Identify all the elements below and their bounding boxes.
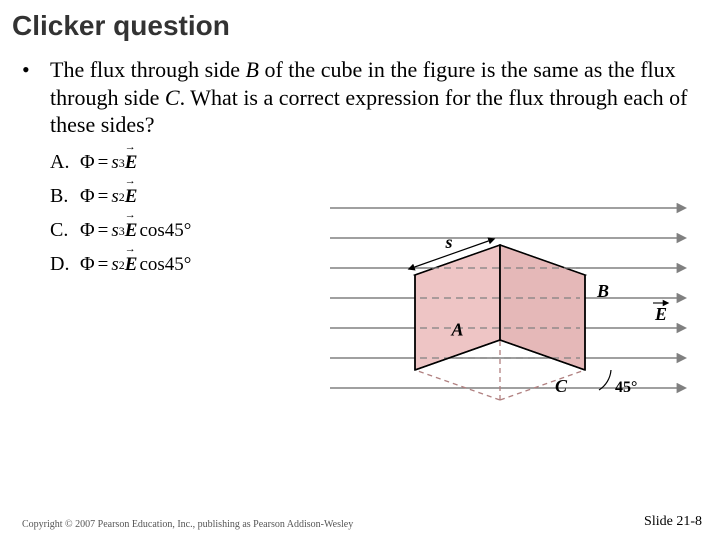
question-row: • The flux through side B of the cube in… bbox=[22, 56, 698, 139]
svg-text:s: s bbox=[445, 232, 453, 252]
option-label: B. bbox=[50, 185, 80, 208]
slide-number: Slide 21-8 bbox=[644, 514, 702, 530]
option-label: C. bbox=[50, 219, 80, 242]
copyright-text: Copyright © 2007 Pearson Education, Inc.… bbox=[22, 519, 353, 530]
svg-text:B: B bbox=[596, 281, 609, 301]
option-row: A.Φ=s3E bbox=[50, 149, 698, 177]
option-formula: Φ=s2E bbox=[80, 185, 139, 208]
svg-text:45°: 45° bbox=[615, 379, 637, 396]
option-label: D. bbox=[50, 253, 80, 276]
option-formula: Φ=s3Ecos45° bbox=[80, 219, 191, 242]
svg-text:E: E bbox=[654, 304, 667, 324]
slide-title: Clicker question bbox=[0, 0, 720, 48]
option-formula: Φ=s2Ecos45° bbox=[80, 253, 191, 276]
cube-field-diagram: s A B C E 45° bbox=[330, 190, 690, 420]
option-label: A. bbox=[50, 151, 80, 174]
option-formula: Φ=s3E bbox=[80, 151, 139, 174]
question-text: The flux through side B of the cube in t… bbox=[50, 56, 698, 139]
bullet: • bbox=[22, 56, 50, 84]
svg-text:C: C bbox=[555, 376, 568, 396]
svg-text:A: A bbox=[451, 320, 464, 340]
